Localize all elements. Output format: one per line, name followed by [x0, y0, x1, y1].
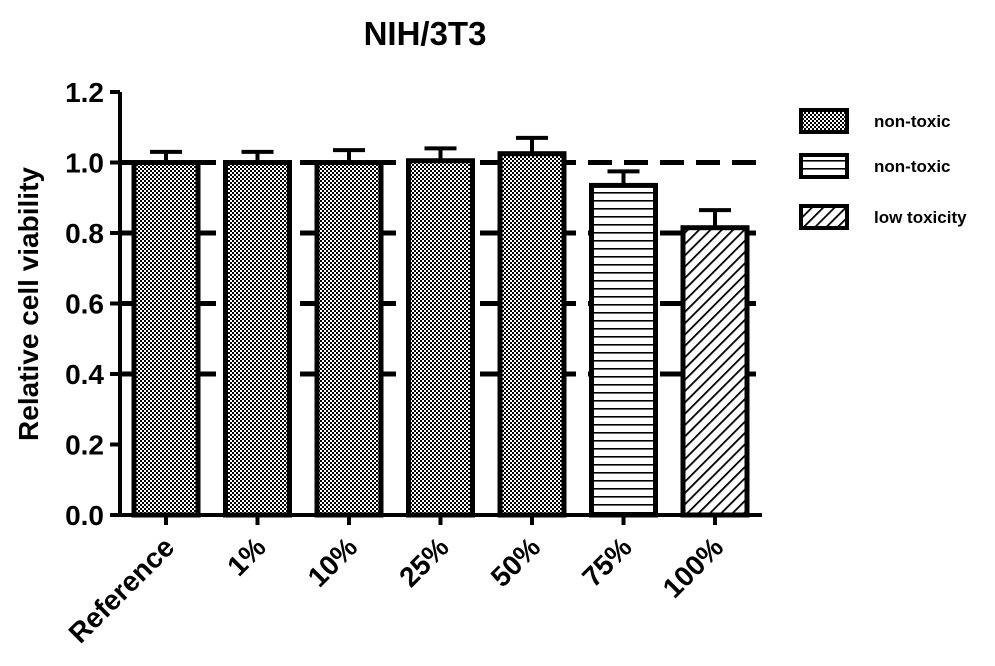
- bar: [131, 160, 201, 518]
- x-tick-label: 10%: [302, 531, 364, 593]
- bar: [589, 182, 658, 518]
- y-tick-label: 0.2: [65, 430, 104, 461]
- bar: [406, 158, 475, 518]
- x-ticks: Reference 1% 10% 25% 50% 75% 100%: [63, 515, 730, 649]
- bar: [223, 160, 292, 518]
- y-ticks: 0.0 0.2 0.4 0.6 0.8 1.0 1.2: [65, 77, 120, 531]
- legend-swatch: [799, 108, 849, 134]
- y-tick-label: 0.4: [65, 359, 104, 390]
- y-tick-label: 0.6: [65, 289, 104, 320]
- y-tick-label: 0.8: [65, 218, 104, 249]
- x-tick-label: 75%: [576, 531, 638, 593]
- legend-label: non-toxic: [874, 112, 951, 131]
- legend-label: non-toxic: [874, 157, 951, 176]
- y-tick-label: 0.0: [65, 500, 104, 531]
- y-tick-label: 1.0: [65, 148, 104, 179]
- x-tick-label: 50%: [485, 531, 547, 593]
- legend-swatch: [799, 153, 849, 179]
- bar: [497, 151, 567, 518]
- bar: [314, 160, 384, 518]
- x-tick-label: 25%: [393, 531, 455, 593]
- y-tick-label: 1.2: [65, 77, 104, 108]
- legend: non-toxic non-toxic low toxicity: [799, 108, 967, 230]
- legend-label: low toxicity: [874, 208, 967, 227]
- x-tick-label: Reference: [63, 531, 181, 649]
- bar: [680, 225, 750, 518]
- chart-title: NIH/3T3: [364, 15, 487, 52]
- bars: [131, 135, 750, 518]
- x-tick-label: 1%: [221, 531, 272, 582]
- legend-swatch: [799, 204, 849, 230]
- x-tick-label: 100%: [657, 531, 730, 604]
- y-axis-label: Relative cell viability: [13, 167, 44, 441]
